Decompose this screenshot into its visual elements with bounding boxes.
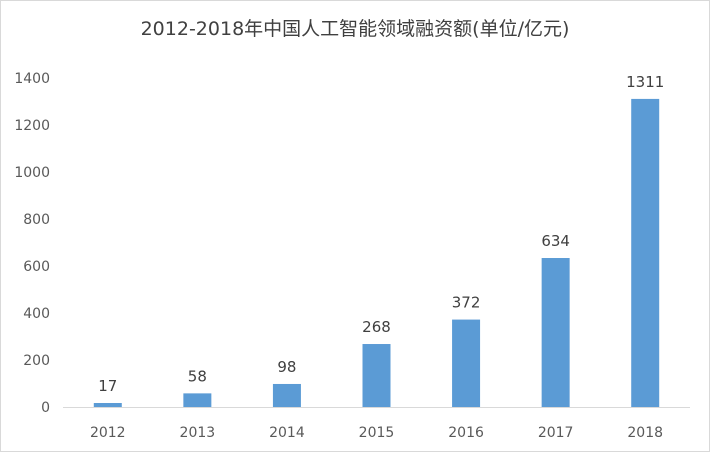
- bar-2017: [541, 258, 570, 407]
- data-label-2014: 98: [277, 358, 296, 376]
- data-label-2013: 58: [188, 367, 207, 385]
- y-tick-label: 1400: [14, 71, 50, 87]
- x-tick-label-2013: 2013: [180, 425, 216, 441]
- chart-title: 2012-2018年中国人工智能领域融资额(单位/亿元): [140, 18, 570, 40]
- bar-2015: [362, 344, 391, 407]
- x-tick-label-2016: 2016: [448, 425, 484, 441]
- y-tick-label: 200: [23, 353, 50, 369]
- y-tick-label: 800: [23, 212, 50, 228]
- y-tick-label: 0: [41, 400, 50, 416]
- y-tick-label: 1200: [14, 118, 50, 134]
- bar-2012: [93, 403, 122, 407]
- x-tick-label-2012: 2012: [90, 425, 126, 441]
- bar-2016: [452, 319, 481, 407]
- data-label-2018: 1311: [626, 73, 664, 91]
- data-label-2016: 372: [452, 294, 481, 312]
- x-tick-label-2018: 2018: [627, 425, 663, 441]
- x-tick-label-2015: 2015: [359, 425, 395, 441]
- x-tick-label-2017: 2017: [538, 425, 574, 441]
- bar-2014: [272, 383, 301, 407]
- bar-2018: [631, 98, 660, 407]
- y-tick-label: 600: [23, 259, 50, 275]
- data-label-2017: 634: [541, 232, 570, 250]
- data-label-2012: 17: [98, 377, 117, 395]
- data-label-2015: 268: [362, 318, 391, 336]
- y-tick-label: 400: [23, 306, 50, 322]
- y-tick-label: 1000: [14, 165, 50, 181]
- x-tick-label-2014: 2014: [269, 425, 305, 441]
- bar-2013: [183, 393, 212, 407]
